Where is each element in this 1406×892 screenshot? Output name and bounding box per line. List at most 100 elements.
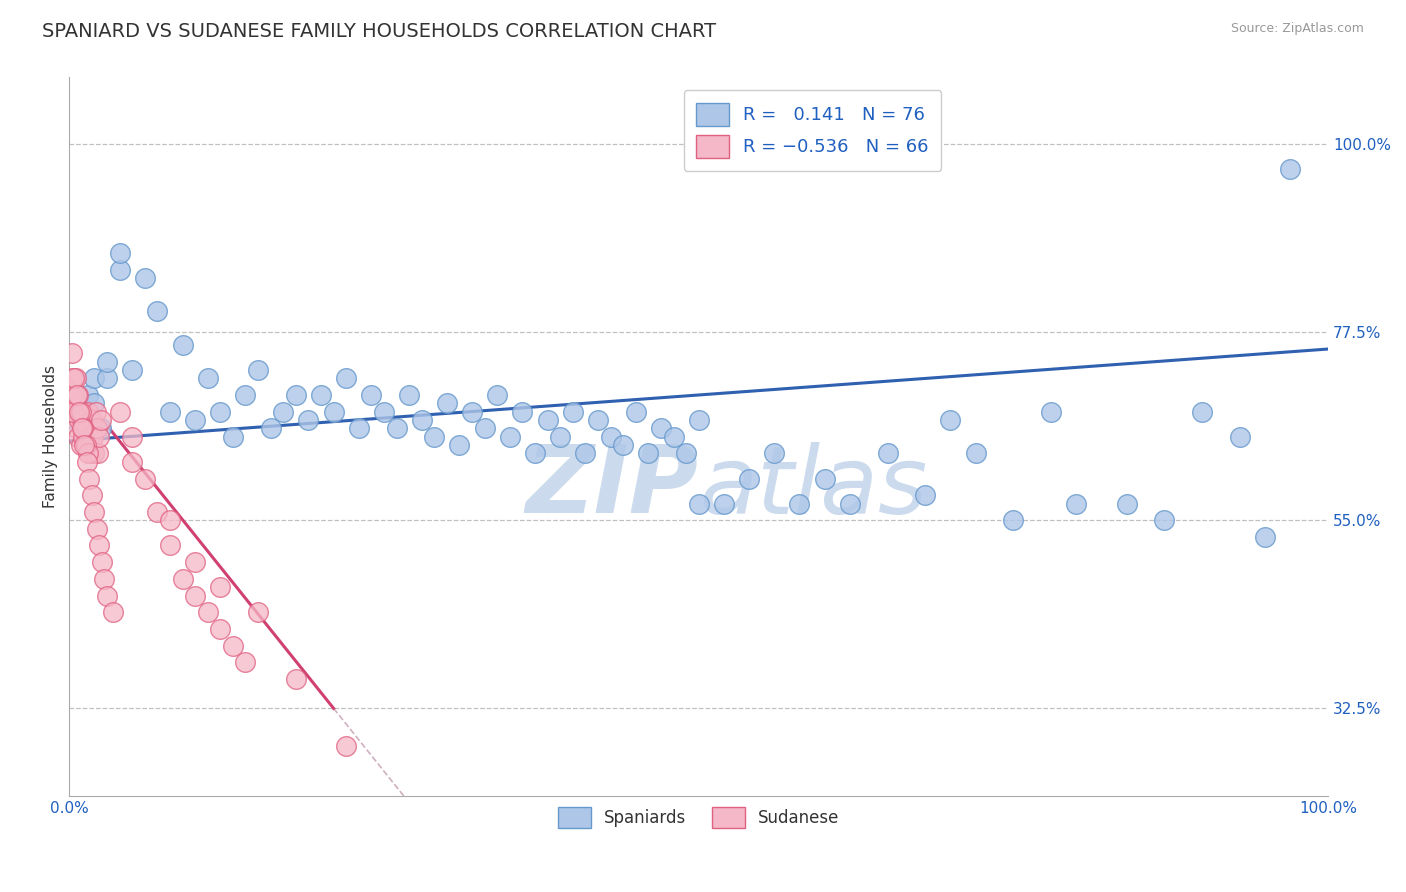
Point (222, 639, 245, 653)
Point (69, 405, 91, 419)
Point (87, 446, 110, 460)
Point (66, 388, 89, 402)
Point (209, 405, 232, 419)
Point (1191, 405, 1213, 419)
Point (72, 421, 94, 435)
Point (146, 505, 169, 519)
Point (67, 430, 90, 444)
Point (1254, 530, 1277, 544)
Point (60, 388, 83, 402)
Point (876, 446, 898, 460)
Point (209, 622, 232, 636)
Y-axis label: Family Households: Family Households (44, 365, 58, 508)
Point (360, 388, 382, 402)
Point (599, 430, 621, 444)
Point (63, 388, 86, 402)
Point (209, 580, 232, 594)
Point (134, 271, 156, 285)
Point (838, 497, 860, 511)
Point (83, 505, 105, 519)
Text: Source: ZipAtlas.com: Source: ZipAtlas.com (1230, 22, 1364, 36)
Point (1002, 513, 1025, 527)
Point (1066, 497, 1088, 511)
Point (297, 413, 319, 427)
Point (79, 446, 101, 460)
Point (69, 438, 91, 452)
Point (260, 421, 283, 435)
Point (77, 405, 100, 419)
Point (184, 589, 207, 603)
Point (76, 455, 98, 469)
Point (574, 446, 596, 460)
Point (385, 421, 408, 435)
Point (93, 572, 115, 586)
Point (650, 421, 672, 435)
Point (60, 346, 83, 360)
Point (77, 446, 100, 460)
Point (373, 405, 395, 419)
Point (66, 405, 89, 419)
Point (235, 388, 257, 402)
Point (1229, 430, 1251, 444)
Point (63, 371, 86, 385)
Point (172, 338, 194, 352)
Point (96, 371, 118, 385)
Point (548, 430, 571, 444)
Point (222, 430, 245, 444)
Point (121, 455, 143, 469)
Legend: Spaniards, Sudanese: Spaniards, Sudanese (551, 801, 846, 835)
Point (146, 304, 169, 318)
Point (73, 438, 96, 452)
Point (83, 396, 105, 410)
Point (89, 538, 111, 552)
Point (75, 438, 97, 452)
Point (763, 446, 786, 460)
Point (84, 405, 107, 419)
Point (197, 605, 219, 619)
Point (121, 363, 143, 377)
Point (86, 522, 108, 536)
Point (322, 405, 344, 419)
Point (398, 388, 420, 402)
Point (247, 605, 270, 619)
Text: SPANIARD VS SUDANESE FAMILY HOUSEHOLDS CORRELATION CHART: SPANIARD VS SUDANESE FAMILY HOUSEHOLDS C… (42, 22, 716, 41)
Point (77, 388, 100, 402)
Point (335, 739, 357, 753)
Point (1115, 497, 1137, 511)
Point (103, 605, 125, 619)
Point (939, 413, 962, 427)
Point (688, 497, 710, 511)
Point (486, 388, 509, 402)
Point (172, 572, 194, 586)
Point (108, 405, 131, 419)
Point (86, 421, 108, 435)
Point (70, 405, 93, 419)
Point (184, 555, 207, 569)
Point (79, 430, 101, 444)
Point (62, 405, 84, 419)
Point (134, 471, 156, 485)
Point (914, 488, 936, 502)
Point (637, 446, 659, 460)
Point (423, 430, 446, 444)
Point (67, 405, 90, 419)
Point (474, 421, 496, 435)
Point (83, 371, 105, 385)
Point (67, 388, 90, 402)
Point (512, 405, 534, 419)
Point (536, 413, 558, 427)
Point (80, 488, 103, 502)
Point (499, 430, 522, 444)
Point (688, 413, 710, 427)
Point (65, 413, 87, 427)
Point (96, 589, 118, 603)
Point (67, 413, 90, 427)
Point (461, 405, 484, 419)
Point (89, 430, 111, 444)
Point (121, 430, 143, 444)
Point (65, 371, 87, 385)
Point (197, 371, 219, 385)
Point (73, 405, 96, 419)
Point (347, 421, 370, 435)
Point (235, 656, 257, 670)
